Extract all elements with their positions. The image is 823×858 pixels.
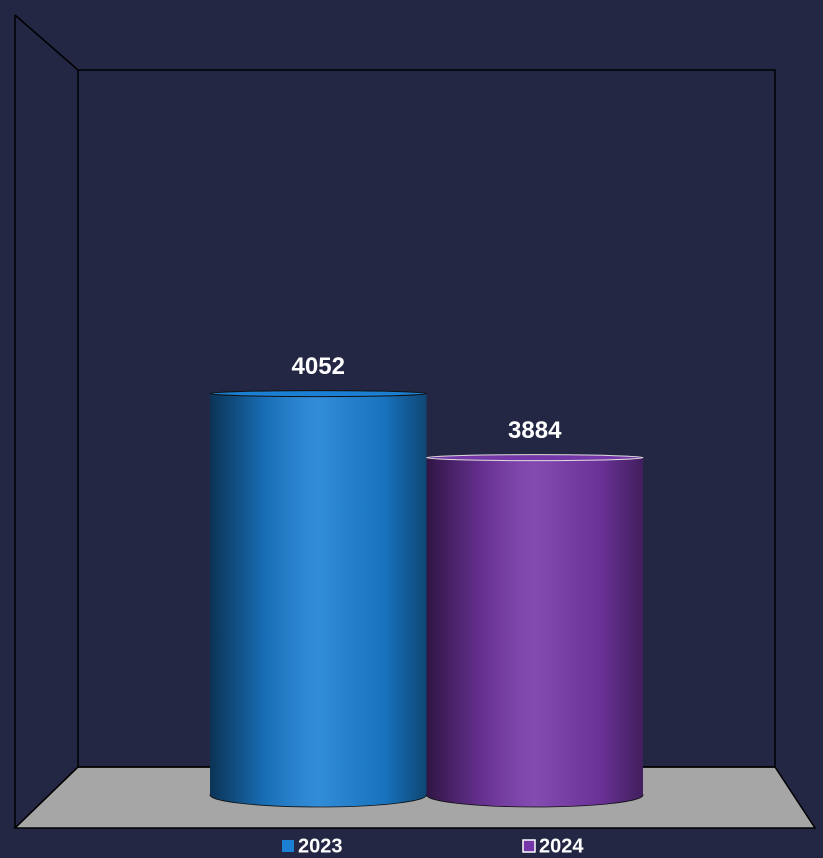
wall-edge bbox=[14, 766, 79, 829]
wall-edge bbox=[14, 14, 79, 71]
bar bbox=[426, 454, 644, 808]
legend-label: 2023 bbox=[298, 835, 343, 857]
bar-body-shade bbox=[210, 393, 427, 795]
value-label: 4052 bbox=[292, 353, 345, 380]
legend-swatch bbox=[282, 840, 294, 852]
bar-top bbox=[426, 454, 644, 462]
bar-body-shade bbox=[426, 457, 643, 795]
plot: 4052 3884 2023 2024 bbox=[209, 353, 644, 857]
bar-top bbox=[209, 390, 427, 398]
value-label: 3884 bbox=[508, 417, 562, 444]
legend-label: 2024 bbox=[539, 835, 584, 857]
bar bbox=[209, 390, 427, 808]
legend-swatch bbox=[522, 839, 536, 853]
